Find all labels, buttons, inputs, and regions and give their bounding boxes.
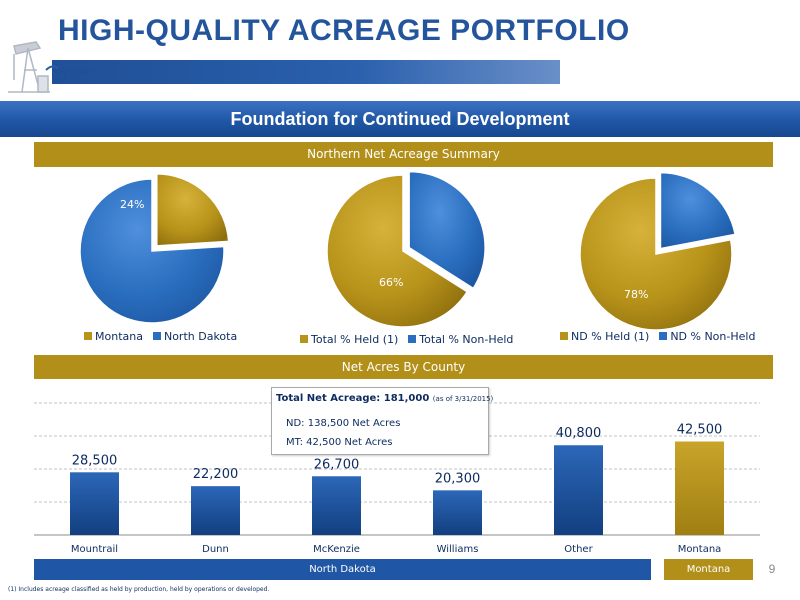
slide-subtitle: Foundation for Continued Development <box>230 109 570 129</box>
pie-legend-total-held: Total % Held (1) Total % Non-Held <box>300 333 523 346</box>
legend-swatch <box>152 332 161 340</box>
mt-acreage-text: MT: 42,500 Net Acres <box>286 437 393 448</box>
legend-label: ND % Held (1) <box>571 330 650 343</box>
county-bar-chart: 28,500 Mountrail 22,200 Dunn 26,700 McKenzie 2… <box>34 402 760 555</box>
legend-label: North Dakota <box>163 330 238 343</box>
page-number: 9 <box>768 562 776 576</box>
total-acreage-value: Total Net Acreage: 181,000 <box>276 393 430 404</box>
pie-slice-label: 66% <box>379 276 403 289</box>
legend-item: Total % Held (1) <box>300 333 398 346</box>
legend-label: ND % Non-Held <box>670 330 756 343</box>
county-section-header: Net Acres By County <box>34 355 773 379</box>
legend-item: ND % Non-Held <box>659 330 755 343</box>
north-dakota-region-bar: North Dakota <box>34 559 651 580</box>
legend-swatch <box>560 332 568 340</box>
slide-title: HIGH-QUALITY ACREAGE PORTFOLIO <box>58 14 630 47</box>
bar <box>70 472 119 535</box>
as-of-date: (as of 3/31/2015) <box>432 395 494 403</box>
bar-value-label: 28,500 <box>72 453 118 468</box>
pie-legend-state: Montana North Dakota <box>84 330 247 343</box>
bar-value-label: 42,500 <box>677 423 723 438</box>
pie-slice-label: 34% <box>270 214 294 227</box>
x-tick-label: Dunn <box>202 544 229 555</box>
oil-derrick-logo-icon <box>8 41 59 93</box>
legend-label: Montana <box>95 330 143 343</box>
montana-region-bar: Montana <box>664 559 753 580</box>
pie-slice <box>326 174 469 328</box>
summary-section-header: Northern Net Acreage Summary <box>34 142 773 167</box>
pie-slice <box>156 173 230 247</box>
legend-swatch <box>408 335 417 343</box>
legend-swatch <box>659 332 668 340</box>
bar <box>433 490 482 535</box>
bar-value-label: 20,300 <box>435 471 481 486</box>
bar <box>312 476 361 535</box>
pie-slice <box>79 178 225 324</box>
legend-item: ND % Held (1) <box>560 330 649 343</box>
pie-slice-label: 78% <box>624 288 648 301</box>
total-acreage-box: Total Net Acreage: 181,000 (as of 3/31/2… <box>271 387 493 455</box>
legend-item: Total % Non-Held <box>408 333 513 346</box>
legend-label: Total % Non-Held <box>419 333 514 346</box>
pie-charts: 24% 76% 66% 34% 78% 22% <box>41 170 736 331</box>
subtitle-band <box>0 101 800 137</box>
pie-slice <box>659 171 736 250</box>
pie-slice-label: 76% <box>41 285 65 298</box>
bar <box>675 441 724 535</box>
bar <box>191 486 240 535</box>
logo-name: Northern <box>54 58 98 72</box>
total-acreage-text: Total Net Acreage: 181,000 (as of 3/31/2… <box>276 393 493 404</box>
x-tick-label: Other <box>564 544 593 555</box>
pie-slice <box>408 170 486 290</box>
bar-value-label: 40,800 <box>556 426 602 441</box>
x-tick-label: Williams <box>437 544 479 555</box>
footnote: (1) Includes acreage classified as held … <box>8 586 270 593</box>
bar <box>554 445 603 535</box>
bar-value-label: 26,700 <box>314 457 360 472</box>
pie-legend-nd-held: ND % Held (1) ND % Non-Held <box>560 330 765 343</box>
pie-slice <box>579 177 733 331</box>
x-tick-label: McKenzie <box>313 544 360 555</box>
x-tick-label: Montana <box>678 544 722 555</box>
title-underline-bar <box>52 60 560 84</box>
legend-label: Total % Held (1) <box>311 333 399 346</box>
pie-slice-label: 24% <box>120 198 144 211</box>
nd-acreage-text: ND: 138,500 Net Acres <box>286 418 401 429</box>
legend-swatch <box>300 335 308 343</box>
pie-slice-label: 22% <box>540 195 564 208</box>
logo-subtitle: Oil & Gas Inc. <box>54 72 102 81</box>
bar-value-label: 22,200 <box>193 467 239 482</box>
legend-item: North Dakota <box>152 330 238 343</box>
x-tick-label: Mountrail <box>71 544 118 555</box>
legend-item: Montana <box>84 330 143 343</box>
legend-swatch <box>84 332 92 340</box>
